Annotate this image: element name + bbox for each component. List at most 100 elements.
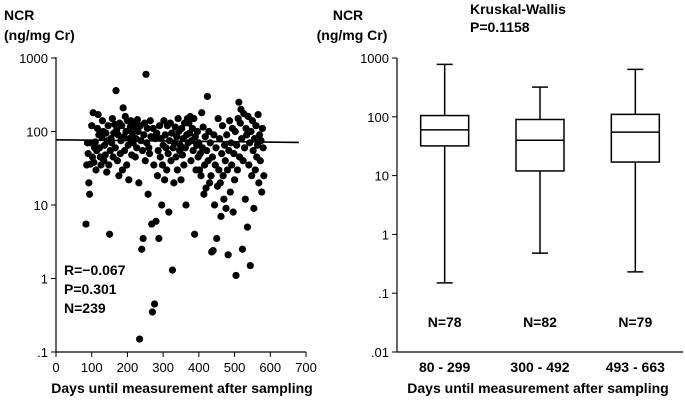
data-point [154, 146, 162, 155]
data-point [146, 117, 154, 125]
box-1 [419, 63, 470, 284]
scatter-y-tick-label: 10 [34, 198, 48, 213]
data-point [241, 195, 249, 203]
data-point [148, 308, 157, 316]
box-y-tick-label: 1 [382, 227, 389, 242]
box-category-label: 80 - 299 [419, 359, 471, 375]
scatter-points [82, 70, 268, 343]
annotation-n: N=239 [64, 300, 106, 316]
scatter-x-ticks: 0 100 200 300 400 500 600 700 [52, 352, 317, 375]
data-point [229, 208, 237, 216]
data-point [174, 114, 182, 123]
data-point [139, 234, 147, 243]
box-y-tick-label: .1 [378, 286, 389, 301]
data-point [245, 139, 254, 147]
scatter-x-tick-label: 100 [81, 360, 103, 375]
data-point [103, 168, 111, 176]
data-point [224, 251, 232, 259]
data-point [190, 114, 198, 123]
data-point [150, 300, 159, 308]
data-point [199, 123, 207, 131]
box-iqr [515, 118, 565, 172]
data-point [223, 131, 231, 139]
data-point [230, 150, 238, 158]
data-point [166, 119, 174, 127]
data-point [82, 220, 90, 228]
data-point [101, 151, 109, 159]
data-point [140, 119, 149, 127]
data-point [115, 172, 123, 180]
data-point [255, 131, 264, 139]
data-point [205, 179, 214, 187]
data-point [144, 190, 152, 198]
data-point [190, 230, 199, 238]
data-point [210, 131, 218, 139]
data-point [197, 172, 205, 180]
data-point [138, 146, 147, 155]
data-point [220, 141, 229, 149]
box-y-ticks: 1000 100 10 1 .1 .01 [360, 51, 397, 360]
data-point [209, 246, 217, 255]
data-point [222, 204, 230, 212]
data-point [258, 124, 267, 133]
data-point [155, 122, 164, 130]
data-point [218, 150, 226, 158]
data-point [93, 124, 102, 133]
data-point [232, 271, 240, 280]
box-counts: N=78 N=82 N=79 [428, 314, 653, 330]
scatter-x-tick-label: 700 [295, 360, 317, 375]
box-y-tick-label: 1000 [360, 51, 389, 66]
data-point [160, 176, 169, 184]
data-point [178, 151, 187, 159]
data-point [257, 137, 265, 145]
data-point [177, 176, 185, 184]
data-point [152, 217, 160, 225]
data-point [168, 129, 176, 137]
data-point [178, 124, 186, 133]
data-point [153, 172, 162, 180]
box-count-label: N=78 [428, 314, 462, 330]
data-point [156, 153, 164, 161]
regression-line [55, 139, 299, 144]
data-point [143, 124, 152, 133]
scatter-x-tick-label: 0 [52, 360, 59, 375]
data-point [102, 129, 110, 137]
data-point [217, 212, 225, 220]
data-point [125, 176, 133, 184]
data-point [113, 157, 122, 165]
box-ylabel-line2: (ng/mg Cr) [317, 27, 388, 43]
data-point [120, 146, 129, 155]
data-point [189, 146, 197, 155]
data-point [247, 127, 255, 136]
box-ylabel-line1: NCR [333, 7, 363, 23]
data-point [250, 204, 258, 212]
data-point [249, 146, 257, 155]
data-point [187, 157, 195, 165]
box-3 [610, 68, 661, 273]
data-point [208, 153, 217, 161]
data-point [203, 146, 211, 155]
scatter-ylabel-line1: NCR [4, 7, 34, 23]
data-point [104, 122, 112, 130]
data-point [182, 201, 190, 209]
data-point [216, 179, 224, 187]
data-point [138, 245, 146, 253]
data-point [135, 335, 144, 343]
data-point [221, 157, 229, 165]
data-point [163, 166, 171, 174]
scatter-y-tick-label: 100 [26, 125, 48, 140]
data-point [100, 157, 108, 165]
data-point [210, 201, 219, 209]
box-count-label: N=79 [618, 314, 652, 330]
data-point [255, 179, 263, 187]
data-point [250, 135, 259, 143]
scatter-xlabel: Days until measurement after sampling [51, 380, 312, 396]
scatter-y-tick-label: 1 [41, 272, 48, 287]
data-point [207, 172, 215, 180]
data-point [98, 117, 107, 125]
box-series [419, 63, 661, 284]
scatter-x-tick-label: 300 [152, 360, 174, 375]
data-point [172, 153, 180, 161]
data-point [198, 109, 206, 117]
